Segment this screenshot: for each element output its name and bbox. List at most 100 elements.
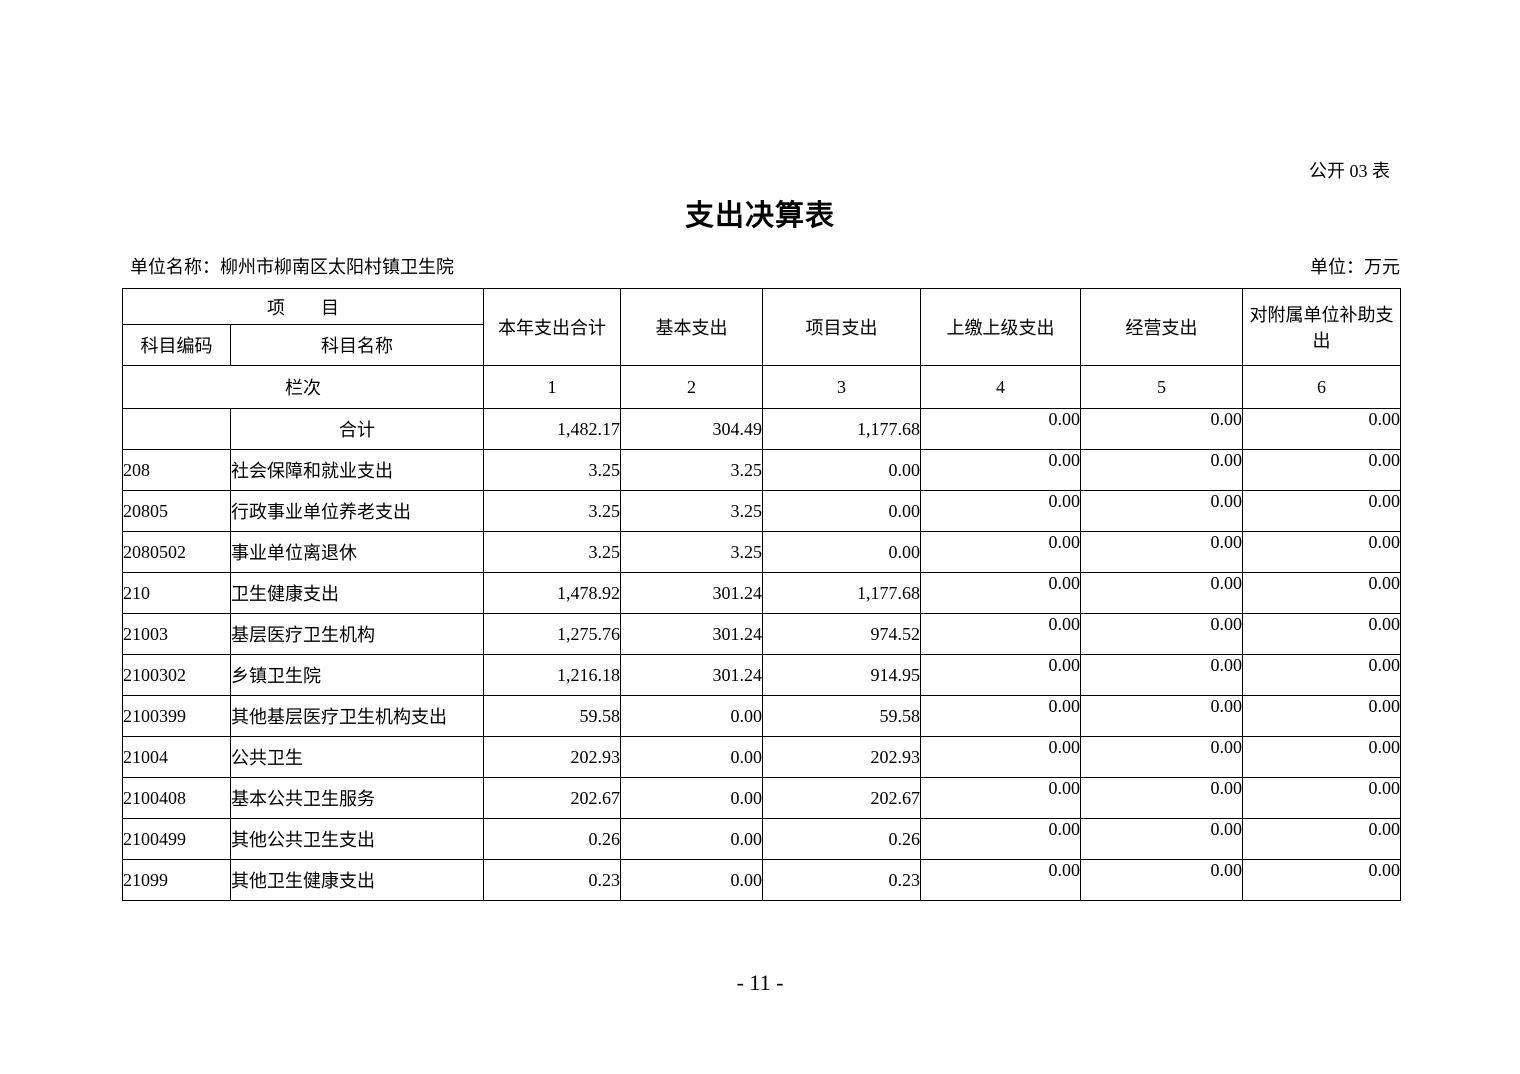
value-cell: 0.00	[920, 736, 1081, 778]
value-cell: 0.00	[920, 408, 1081, 450]
value-cell: 0.00	[620, 818, 763, 860]
value-cell: 0.00	[1080, 859, 1243, 901]
value-cell: 3.25	[620, 490, 763, 532]
column-number: 2	[620, 365, 763, 409]
subject-code-cell: 208	[122, 449, 231, 491]
value-cell: 304.49	[620, 408, 763, 450]
value-cell: 0.00	[762, 490, 921, 532]
table-row: 2080502 事业单位离退休 3.25 3.25 0.00 0.00 0.00 0.00	[122, 531, 1401, 573]
value-cell: 0.00	[1080, 654, 1243, 696]
column-number: 6	[1242, 365, 1401, 409]
value-cell: 0.00	[920, 613, 1081, 655]
value-cell: 0.00	[1242, 613, 1401, 655]
header-operating: 经营支出	[1080, 288, 1243, 366]
value-cell: 0.00	[1242, 859, 1401, 901]
subject-name-cell: 其他基层医疗卫生机构支出	[230, 695, 484, 737]
value-cell: 1,478.92	[483, 572, 621, 614]
header-subsidy: 对附属单位补助支出	[1242, 288, 1401, 366]
value-cell: 0.26	[483, 818, 621, 860]
value-cell: 1,275.76	[483, 613, 621, 655]
lanci-label: 栏次	[122, 365, 484, 409]
value-cell: 914.95	[762, 654, 921, 696]
header-project: 项目支出	[762, 288, 921, 366]
subject-name-cell: 社会保障和就业支出	[230, 449, 484, 491]
value-cell: 0.00	[762, 449, 921, 491]
value-cell: 0.00	[1242, 736, 1401, 778]
subject-name-cell: 公共卫生	[230, 736, 484, 778]
subject-code-cell: 20805	[122, 490, 231, 532]
meta-row: 单位名称：柳州市柳南区太阳村镇卫生院 单位：万元	[122, 256, 1400, 278]
value-cell: 0.00	[920, 777, 1081, 819]
value-cell: 1,177.68	[762, 572, 921, 614]
column-number: 5	[1080, 365, 1243, 409]
subject-code-cell: 2100408	[122, 777, 231, 819]
value-cell: 0.00	[1080, 408, 1243, 450]
table-row: 合计 1,482.17 304.49 1,177.68 0.00 0.00 0.00	[122, 408, 1401, 450]
value-cell: 1,482.17	[483, 408, 621, 450]
value-cell: 0.23	[762, 859, 921, 901]
value-cell: 0.00	[920, 859, 1081, 901]
header-basic: 基本支出	[620, 288, 763, 366]
subject-name-cell: 行政事业单位养老支出	[230, 490, 484, 532]
header-subject-name: 科目名称	[230, 324, 484, 366]
value-cell: 202.93	[762, 736, 921, 778]
table-row: 208 社会保障和就业支出 3.25 3.25 0.00 0.00 0.00 0.00	[122, 449, 1401, 491]
subject-name-cell: 合计	[230, 408, 484, 450]
subject-name-cell: 其他卫生健康支出	[230, 859, 484, 901]
value-cell: 0.00	[1242, 449, 1401, 491]
header-upper: 上缴上级支出	[920, 288, 1081, 366]
table-row: 2100399 其他基层医疗卫生机构支出 59.58 0.00 59.58 0.00 0.0…	[122, 695, 1401, 737]
value-cell: 0.00	[1242, 777, 1401, 819]
value-cell: 0.00	[920, 695, 1081, 737]
value-cell: 0.00	[1080, 572, 1243, 614]
value-cell: 202.93	[483, 736, 621, 778]
value-cell: 0.00	[620, 736, 763, 778]
value-cell: 0.00	[1242, 654, 1401, 696]
value-cell: 59.58	[762, 695, 921, 737]
form-tag: 公开 03 表	[1309, 161, 1390, 181]
value-cell: 0.00	[620, 695, 763, 737]
value-cell: 0.00	[920, 490, 1081, 532]
value-cell: 0.00	[920, 531, 1081, 573]
value-cell: 301.24	[620, 572, 763, 614]
header-subject-code: 科目编码	[122, 324, 231, 366]
table-row: 2100408 基本公共卫生服务 202.67 0.00 202.67 0.00 0.00 0…	[122, 777, 1401, 819]
table-row: 21004 公共卫生 202.93 0.00 202.93 0.00 0.00 0.00	[122, 736, 1401, 778]
subject-name-cell: 乡镇卫生院	[230, 654, 484, 696]
value-cell: 0.00	[1080, 818, 1243, 860]
value-cell: 0.23	[483, 859, 621, 901]
value-cell: 0.00	[1242, 490, 1401, 532]
value-cell: 0.00	[1242, 531, 1401, 573]
subject-code-cell: 2100399	[122, 695, 231, 737]
value-cell: 0.00	[920, 572, 1081, 614]
value-cell: 301.24	[620, 654, 763, 696]
value-cell: 0.00	[620, 859, 763, 901]
header-item-group: 项 目	[122, 288, 484, 325]
value-cell: 1,216.18	[483, 654, 621, 696]
header-year-total: 本年支出合计	[483, 288, 621, 366]
value-cell: 0.00	[920, 818, 1081, 860]
subject-code-cell: 2100499	[122, 818, 231, 860]
subject-name-cell: 基层医疗卫生机构	[230, 613, 484, 655]
value-cell: 3.25	[483, 531, 621, 573]
value-cell: 0.00	[1242, 572, 1401, 614]
table-row: 20805 行政事业单位养老支出 3.25 3.25 0.00 0.00 0.00 0.00	[122, 490, 1401, 532]
value-cell: 3.25	[483, 490, 621, 532]
subject-code-cell: 21099	[122, 859, 231, 901]
subject-name-cell: 基本公共卫生服务	[230, 777, 484, 819]
column-number: 4	[920, 365, 1081, 409]
value-cell: 0.00	[1242, 695, 1401, 737]
value-cell: 0.00	[1080, 695, 1243, 737]
subject-code-cell	[122, 408, 231, 450]
value-cell: 0.00	[1080, 736, 1243, 778]
value-cell: 301.24	[620, 613, 763, 655]
value-cell: 202.67	[483, 777, 621, 819]
subject-name-cell: 其他公共卫生支出	[230, 818, 484, 860]
column-number: 3	[762, 365, 921, 409]
value-cell: 0.00	[920, 449, 1081, 491]
value-cell: 3.25	[620, 449, 763, 491]
value-cell: 59.58	[483, 695, 621, 737]
unit-name: 单位名称：柳州市柳南区太阳村镇卫生院	[130, 257, 454, 277]
value-cell: 202.67	[762, 777, 921, 819]
